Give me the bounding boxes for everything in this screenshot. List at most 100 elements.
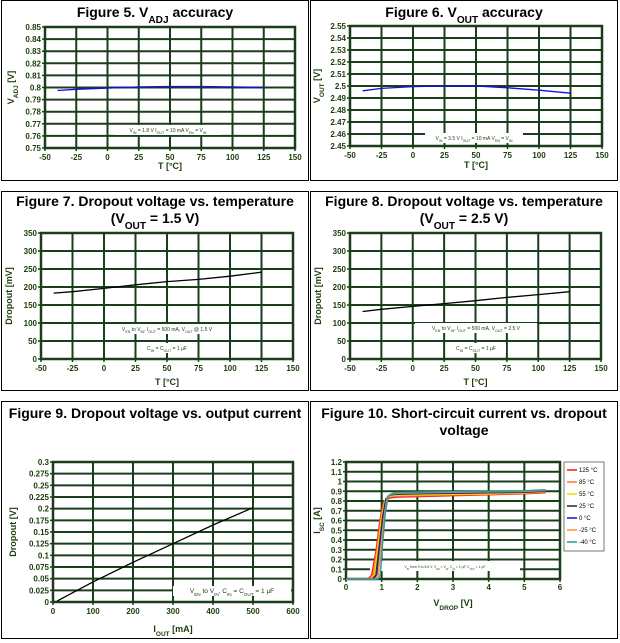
chart-title-part: Figure 9. Dropout voltage vs. output cur… (9, 405, 302, 421)
condition-annotation-part: , C (219, 588, 228, 595)
y-tick-label: 0.85 (25, 23, 41, 32)
x-tick-label: 0 (102, 364, 107, 373)
y-tick-label: 150 (333, 301, 347, 310)
x-tick-label: 150 (288, 153, 302, 162)
y-tick-label: 0.225 (29, 493, 50, 502)
condition-annotation-part: V (190, 588, 195, 595)
condition-annotation-part: = 1 µF, C (455, 565, 470, 569)
chart-title-part: Figure 7. Dropout voltage vs. temperatur… (16, 193, 294, 209)
y-tick-label: 0.2 (38, 505, 50, 514)
condition-annotation-part: V (122, 327, 126, 333)
y-axis-label-part: ADJ (13, 85, 20, 98)
condition-annotation: VEN to VIN, IOUT = 500 mA, VOUT @ 1.5 V (122, 327, 213, 334)
x-tick-label: 0 (411, 364, 416, 373)
x-axis-label-part: I (153, 624, 156, 634)
condition-annotation-part: IN (151, 349, 155, 353)
condition-annotation-part: to V (440, 326, 451, 332)
x-tick-label: 4 (486, 583, 491, 592)
x-tick-label: -50 (344, 364, 356, 373)
y-tick-label: 0.05 (33, 575, 49, 584)
chart-title: Figure 10. Short-circuit current vs. dro… (321, 405, 607, 438)
y-tick-label: 0.2 (331, 556, 343, 565)
x-axis-label: T [°C] (155, 377, 179, 387)
condition-annotation: VIN = 3.5 V IOUT = 10 mA VEN = VIN (436, 136, 513, 143)
condition-annotation-part: = V (500, 136, 510, 142)
chart-title-part: accuracy (169, 4, 234, 20)
y-tick-label: 0.025 (29, 586, 50, 595)
figure-5-panel (1, 0, 309, 181)
chart-title-part: OUT (125, 221, 147, 232)
y-axis-label-part: [V] (6, 71, 16, 86)
x-axis-label-part: V (433, 598, 439, 608)
condition-annotation: CIN = COUT = 1 µF (456, 346, 496, 353)
condition-annotation-part: OUT (157, 131, 165, 135)
condition-annotation-part: OUT (473, 349, 481, 353)
chart-7: Figure 7. Dropout voltage vs. temperatur… (4, 193, 300, 387)
condition-annotation-part: from 0 to 5.5 V, V (409, 565, 437, 569)
y-tick-label: 250 (333, 265, 347, 274)
y-tick-label: 0.78 (25, 108, 41, 117)
condition-annotation-part: EN (125, 330, 130, 334)
legend-entry: -25 °C (579, 528, 597, 534)
condition-annotation-part: V (432, 326, 436, 332)
x-tick-label: -25 (70, 153, 82, 162)
x-tick-label: -50 (35, 364, 47, 373)
y-axis-label-part: [A] (312, 507, 322, 522)
x-tick-label: 0 (105, 153, 110, 162)
y-axis-label: Dropout [mV] (313, 267, 323, 325)
condition-annotation-part: OUT (148, 330, 156, 334)
chart-title-part: = 1.5 V) (146, 210, 199, 226)
condition-annotation-part: OUT (470, 568, 476, 571)
y-axis-label-part: [V] (312, 69, 322, 84)
chart-title-part: (V (420, 210, 435, 226)
y-tick-label: 0.81 (25, 71, 41, 80)
y-tick-label: 2.49 (330, 94, 346, 103)
x-axis-label-part: OUT (156, 631, 170, 638)
figure-10-panel (310, 401, 618, 639)
condition-annotation-part: OUT (244, 592, 254, 597)
y-tick-label: 2.52 (330, 58, 346, 67)
condition-annotation-part: EN (436, 568, 440, 571)
condition-annotation-part: C (147, 346, 151, 352)
x-tick-label: 0 (344, 583, 349, 592)
annotation-box (173, 586, 291, 596)
y-tick-label: 0.83 (25, 47, 41, 56)
chart-title-part: Figure 5. V (77, 4, 149, 20)
x-tick-label: 3 (451, 583, 456, 592)
legend: 125 °C 85 °C 55 °C 25 °C 0 °C -25 °C -40 °C (563, 461, 605, 552)
figure-8-panel (310, 191, 618, 391)
y-tick-label: 1.1 (331, 468, 343, 477)
condition-annotation-part: OUT (164, 349, 172, 353)
chart-6: Figure 6. VOUT accuracy2.452.462.472.482… (312, 4, 609, 170)
y-tick-label: 0.7 (331, 507, 343, 516)
condition-annotation-part: = 1 µF (171, 346, 187, 352)
condition-annotation-part: OUT (495, 329, 503, 333)
plot-frame (39, 231, 295, 361)
x-tick-label: 300 (166, 607, 180, 616)
condition-annotation-part: OUT (185, 330, 193, 334)
chart-8: Figure 8. Dropout voltage vs. temperatur… (313, 193, 608, 387)
x-tick-label: -25 (67, 364, 79, 373)
x-tick-label: 100 (223, 364, 237, 373)
condition-annotation-part: = V (194, 128, 204, 134)
x-tick-label: -50 (39, 153, 51, 162)
y-tick-label: 0.6 (331, 517, 343, 526)
x-axis-label-part: T [°C] (158, 161, 182, 171)
legend-entry: 25 °C (579, 504, 595, 510)
condition-annotation: VEN to VIN, IOUT = 500 mA, VOUT = 2.5 V (432, 326, 521, 333)
y-tick-label: 0.3 (38, 458, 50, 467)
condition-annotation-part: = C (463, 346, 473, 352)
plot-frame (51, 460, 295, 604)
x-tick-label: 5 (522, 583, 527, 592)
y-tick-label: 2.5 (335, 82, 347, 91)
plot-frame (348, 24, 604, 148)
x-tick-label: 200 (126, 607, 140, 616)
figure-6-panel (310, 0, 618, 181)
annotation-box (115, 125, 221, 135)
y-tick-label: 0.82 (25, 59, 41, 68)
y-tick-label: 0.84 (25, 35, 41, 44)
y-tick-label: 0.75 (25, 144, 41, 153)
y-tick-label: 2.51 (330, 70, 346, 79)
condition-annotation-part: , C (448, 565, 453, 569)
condition-annotation-part: EN (194, 592, 200, 597)
